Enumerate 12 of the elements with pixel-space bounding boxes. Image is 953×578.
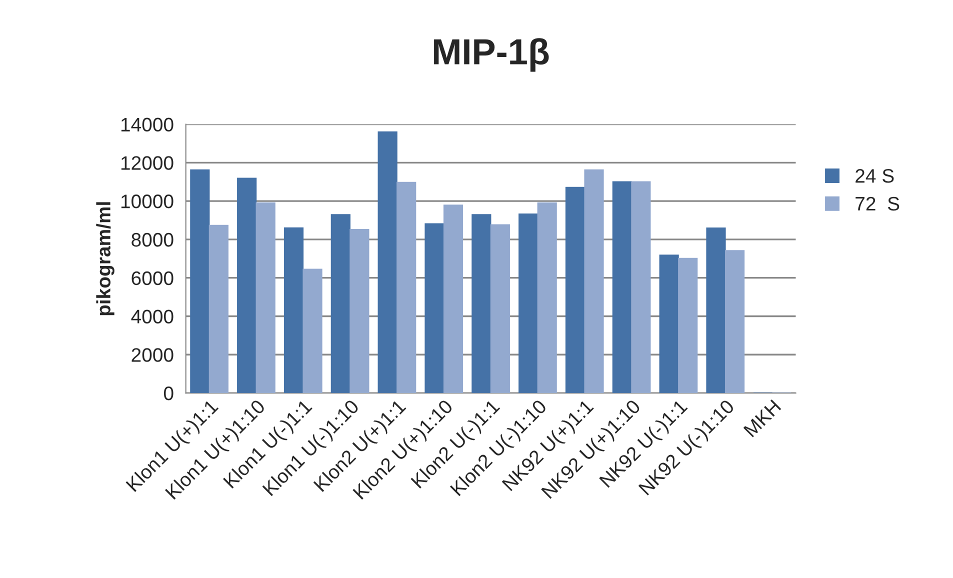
y-tick-label: 4000 [131,310,174,324]
legend-label: 72 S [856,196,900,211]
y-tick-label: 2000 [132,348,174,362]
y-tick-label: 8000 [132,232,174,247]
chart-title: MIP-1β [434,38,549,72]
y-tick-label: 0 [164,386,174,400]
y-tick-label: 10000 [121,194,174,208]
y-axis-title: pikogram/ml [96,202,114,316]
y-tick-label: 14000 [121,118,174,132]
legend-label: 24 S [856,168,894,183]
y-tick-label: 12000 [121,156,174,170]
y-tick-label: 6000 [132,271,174,286]
